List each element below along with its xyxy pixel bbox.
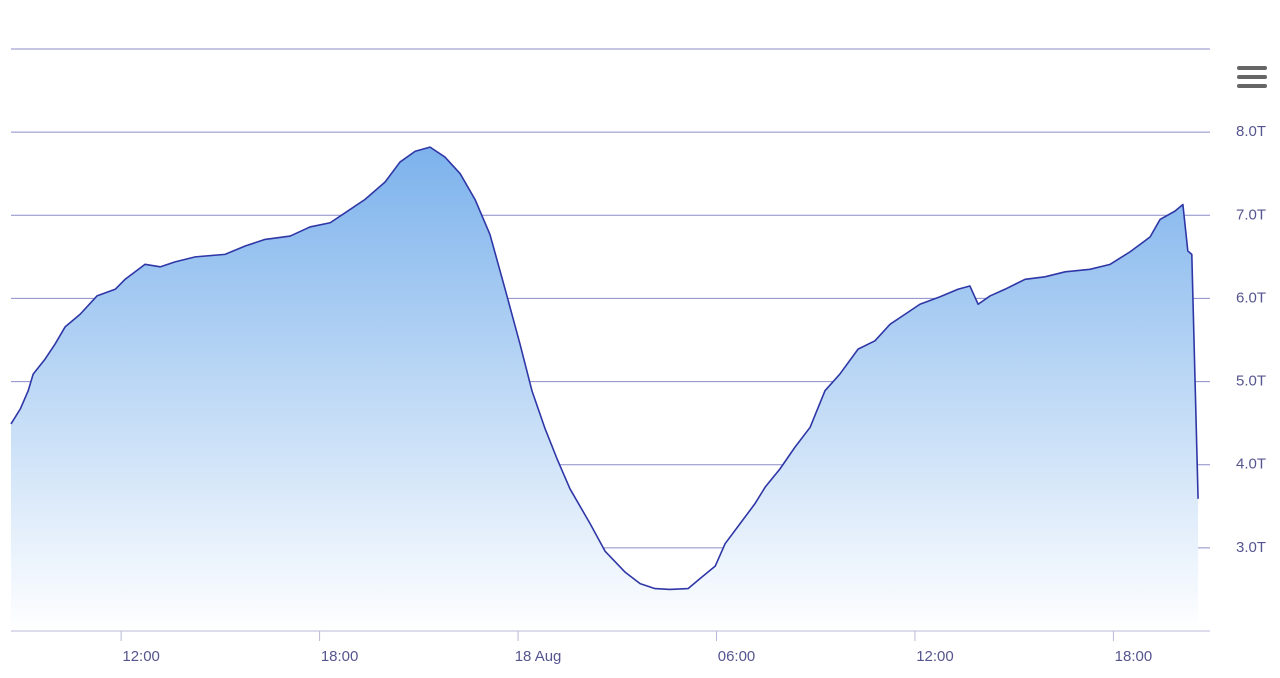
y-tick-label: 6.0T — [1236, 289, 1266, 306]
menu-bar[interactable] — [1237, 75, 1267, 79]
y-tick-label: 5.0T — [1236, 373, 1266, 390]
area-fill — [11, 147, 1199, 632]
x-tick-label: 18:00 — [321, 648, 359, 665]
series-line — [10, 146, 1199, 591]
y-tick-label: 8.0T — [1236, 123, 1266, 140]
menu-button[interactable] — [1236, 64, 1268, 92]
x-tick-label: 12:00 — [122, 648, 160, 665]
y-tick-label: 3.0T — [1236, 539, 1266, 556]
y-tick-label: 7.0T — [1236, 206, 1266, 223]
menu-bar[interactable] — [1237, 66, 1267, 70]
x-tick-label: 18 Aug — [515, 648, 562, 665]
x-tick-label: 18:00 — [1115, 648, 1153, 665]
y-tick-label: 4.0T — [1236, 456, 1266, 473]
x-tick-label: 12:00 — [916, 648, 954, 665]
x-tick-label: 06:00 — [718, 648, 756, 665]
menu-bar[interactable] — [1237, 84, 1267, 88]
